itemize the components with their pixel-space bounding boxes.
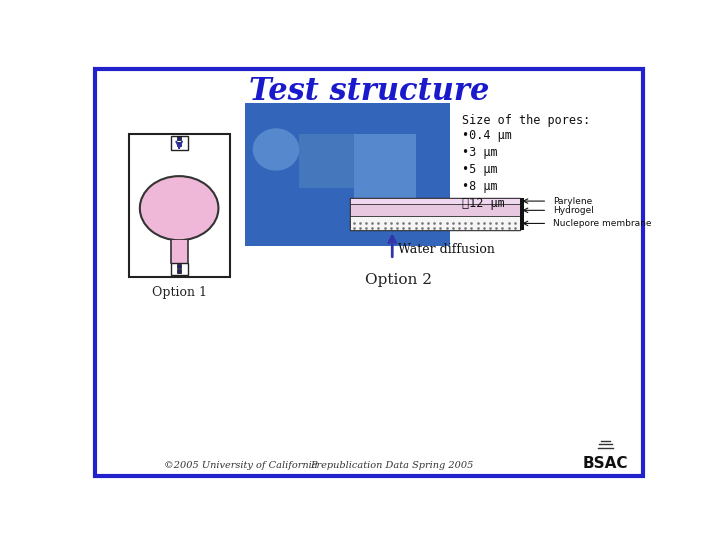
- Text: Hydrogel: Hydrogel: [553, 206, 593, 215]
- Bar: [177, 264, 181, 268]
- Text: BSAC: BSAC: [582, 456, 628, 471]
- Bar: [520, 198, 524, 231]
- Text: •0.4 μm: •0.4 μm: [462, 129, 512, 142]
- Bar: [129, 134, 230, 276]
- Text: Option 1: Option 1: [152, 286, 207, 299]
- Text: Test structure: Test structure: [249, 76, 489, 107]
- Text: ∢12 μm: ∢12 μm: [462, 197, 505, 210]
- Ellipse shape: [253, 129, 300, 171]
- Bar: [171, 136, 188, 150]
- Text: ©2005 University of California: ©2005 University of California: [164, 461, 318, 470]
- Text: •8 μm: •8 μm: [462, 180, 498, 193]
- Bar: [354, 134, 415, 211]
- Bar: [171, 264, 188, 275]
- Bar: [177, 142, 181, 146]
- Text: Size of the pores:: Size of the pores:: [462, 114, 590, 127]
- Bar: [350, 204, 520, 217]
- Text: •3 μm: •3 μm: [462, 146, 498, 159]
- Bar: [300, 134, 361, 188]
- Bar: [171, 240, 188, 264]
- Bar: [245, 103, 451, 246]
- Text: Water diffusion: Water diffusion: [398, 243, 495, 256]
- Bar: [350, 217, 520, 231]
- Bar: [350, 198, 520, 204]
- Ellipse shape: [140, 176, 218, 240]
- Bar: [177, 269, 181, 273]
- Text: Prepublication Data Spring 2005: Prepublication Data Spring 2005: [310, 461, 474, 470]
- Text: Parylene: Parylene: [553, 197, 592, 206]
- Text: •5 μm: •5 μm: [462, 163, 498, 176]
- Text: Option 2: Option 2: [365, 273, 432, 287]
- Bar: [350, 198, 520, 231]
- Text: Nuclepore membrane: Nuclepore membrane: [553, 219, 651, 228]
- Bar: [177, 137, 181, 140]
